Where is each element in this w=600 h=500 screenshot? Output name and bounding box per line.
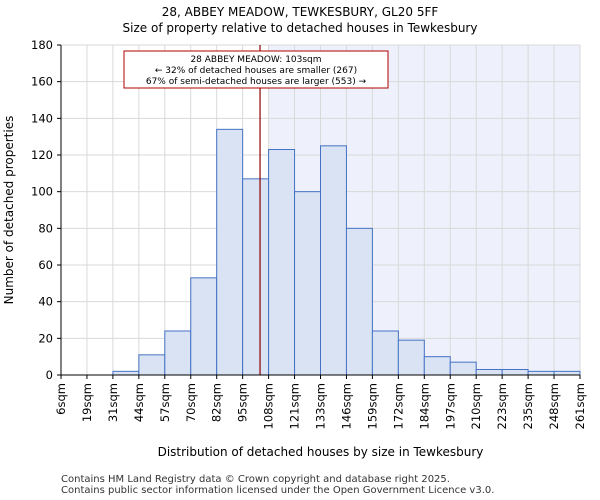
x-tick-label: 31sqm [106, 383, 120, 422]
histogram-bar [242, 178, 270, 376]
x-tick-label: 44sqm [132, 383, 146, 422]
footer-line-1: Contains HM Land Registry data © Crown c… [61, 474, 450, 485]
x-tick-label: 172sqm [391, 383, 405, 429]
x-tick-label: 95sqm [236, 383, 250, 422]
y-tick-label: 40 [38, 295, 53, 309]
chart-subtitle: Size of property relative to detached ho… [122, 21, 478, 35]
histogram-bar [527, 370, 555, 376]
histogram-bar [216, 128, 244, 376]
x-tick-label: 261sqm [573, 383, 587, 429]
y-tick-label: 140 [31, 111, 53, 125]
x-tick-label: 6sqm [54, 383, 68, 415]
y-tick-label: 60 [38, 258, 53, 272]
x-tick-label: 248sqm [547, 383, 561, 429]
chart-title: 28, ABBEY MEADOW, TEWKESBURY, GL20 5FF [161, 5, 439, 19]
x-tick-label: 70sqm [184, 383, 198, 422]
histogram-bar [371, 330, 399, 376]
annotation-line: 67% of semi-detached houses are larger (… [146, 77, 367, 87]
x-tick-label: 57sqm [158, 383, 172, 422]
x-tick-label: 19sqm [80, 383, 94, 422]
x-tick-label: 184sqm [417, 383, 431, 429]
y-tick-label: 120 [31, 148, 53, 162]
y-tick-label: 20 [38, 331, 53, 345]
annotation-line: 28 ABBEY MEADOW: 103sqm [190, 55, 321, 65]
x-tick-label: 146sqm [339, 383, 353, 429]
histogram-bar [501, 369, 529, 376]
x-tick-label: 197sqm [443, 383, 457, 429]
y-axis-title: Number of detached properties [2, 116, 16, 305]
footer-line-2: Contains public sector information licen… [61, 485, 495, 496]
x-tick-label: 159sqm [365, 383, 379, 429]
x-tick-label: 210sqm [469, 383, 483, 429]
x-tick-label: 133sqm [314, 383, 328, 429]
histogram-bar [112, 370, 140, 376]
histogram-bar [475, 369, 503, 376]
x-tick-label: 82sqm [210, 383, 224, 422]
histogram-bar [294, 191, 321, 376]
annotation-line: ← 32% of detached houses are smaller (26… [155, 66, 357, 76]
x-tick-label: 223sqm [495, 383, 509, 429]
histogram-bar [190, 277, 218, 376]
histogram-bar [164, 330, 192, 376]
histogram-bar [345, 227, 373, 376]
histogram-bar [553, 370, 581, 376]
histogram-bar [138, 354, 166, 376]
x-tick-label: 235sqm [521, 383, 535, 429]
histogram-bar [268, 149, 296, 376]
annotation-box [123, 50, 389, 89]
y-tick-label: 100 [31, 185, 53, 199]
x-tick-label: 108sqm [262, 383, 276, 429]
y-tick-label: 0 [46, 368, 53, 382]
histogram-bar [320, 145, 347, 376]
y-tick-label: 180 [31, 38, 53, 52]
histogram-bar [397, 339, 425, 376]
x-tick-label: 121sqm [288, 383, 302, 429]
histogram-bar [423, 356, 451, 376]
x-axis-title: Distribution of detached houses by size … [158, 445, 484, 459]
histogram-bar [449, 361, 477, 376]
y-tick-label: 80 [38, 221, 53, 235]
y-tick-label: 160 [31, 75, 53, 89]
